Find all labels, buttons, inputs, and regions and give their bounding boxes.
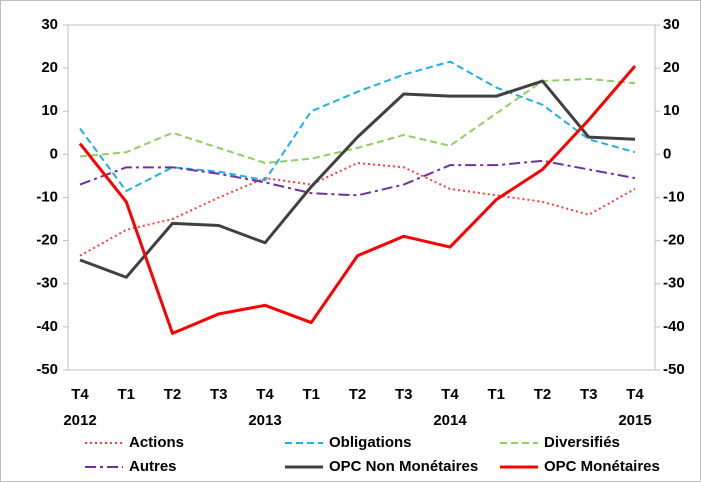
y2-tick-label: 10 bbox=[663, 102, 680, 119]
y-tick-label: 20 bbox=[41, 59, 58, 76]
x-tick-label: T2 bbox=[534, 386, 552, 403]
y2-tick-label: -40 bbox=[663, 318, 685, 335]
y2-tick-label: -50 bbox=[663, 361, 685, 378]
x-tick-label: T2 bbox=[164, 386, 182, 403]
legend-label: Actions bbox=[129, 434, 184, 451]
y-tick-label: 10 bbox=[41, 102, 58, 119]
x-tick-label: T1 bbox=[487, 386, 505, 403]
x-year-label: 2015 bbox=[618, 412, 651, 429]
series-line bbox=[78, 64, 637, 335]
y2-tick-label: 30 bbox=[663, 16, 680, 33]
legend-label: Autres bbox=[129, 458, 177, 475]
y2-tick-label: -30 bbox=[663, 275, 685, 292]
series-line bbox=[79, 162, 636, 257]
y2-tick-label: -20 bbox=[663, 232, 685, 249]
legend-label: OPC Monétaires bbox=[544, 458, 660, 475]
series-line bbox=[79, 79, 636, 279]
legend-label: Obligations bbox=[329, 434, 412, 451]
y-tick-label: -30 bbox=[36, 275, 58, 292]
x-tick-label: T1 bbox=[117, 386, 135, 403]
y-tick-label: -50 bbox=[36, 361, 58, 378]
x-year-label: 2012 bbox=[63, 412, 96, 429]
y2-tick-label: 20 bbox=[663, 59, 680, 76]
x-tick-label: T3 bbox=[395, 386, 413, 403]
legend-label: OPC Non Monétaires bbox=[329, 458, 478, 475]
series-line bbox=[79, 159, 636, 197]
x-year-label: 2013 bbox=[248, 412, 281, 429]
x-tick-label: T4 bbox=[71, 386, 89, 403]
y2-tick-label: 0 bbox=[663, 145, 671, 162]
y2-tick-label: -10 bbox=[663, 188, 685, 205]
x-tick-label: T3 bbox=[580, 386, 598, 403]
y-tick-label: -40 bbox=[36, 318, 58, 335]
legend-label: Diversifiés bbox=[544, 434, 620, 451]
x-year-label: 2014 bbox=[433, 412, 467, 429]
x-tick-label: T4 bbox=[441, 386, 459, 403]
y-tick-label: -10 bbox=[36, 188, 58, 205]
x-tick-label: T4 bbox=[256, 386, 274, 403]
series-line bbox=[79, 60, 636, 193]
x-tick-label: T2 bbox=[349, 386, 367, 403]
x-tick-label: T3 bbox=[210, 386, 228, 403]
x-tick-label: T1 bbox=[302, 386, 320, 403]
x-tick-label: T4 bbox=[626, 386, 644, 403]
y-tick-label: -20 bbox=[36, 232, 58, 249]
y-tick-label: 30 bbox=[41, 16, 58, 33]
y-tick-label: 0 bbox=[50, 145, 58, 162]
